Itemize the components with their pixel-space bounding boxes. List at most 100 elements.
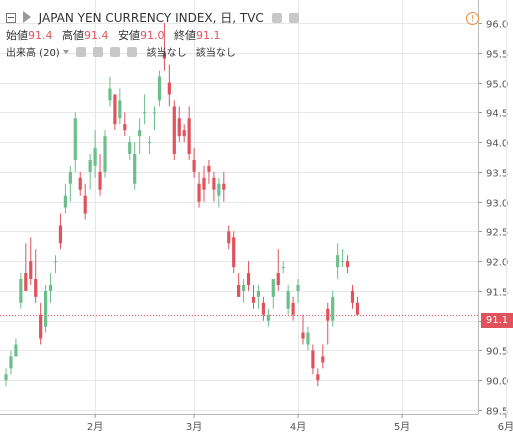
y-tick-label: 89.5 — [486, 407, 508, 418]
candle-body — [227, 231, 231, 244]
candle-body — [271, 279, 275, 297]
candle-body — [326, 308, 330, 321]
candle-body — [232, 237, 236, 268]
candle-body — [88, 159, 92, 172]
close-value: 91.1 — [196, 29, 221, 42]
candle-body — [162, 52, 166, 59]
ohlc-legend: 始値91.4 高値91.4 安値91.0 終値91.1 — [6, 27, 227, 43]
open-label: 始値 — [6, 29, 28, 42]
candle-body — [172, 106, 176, 154]
collapse-legend-button[interactable] — [6, 13, 16, 23]
candle-body — [9, 356, 13, 369]
candle-body — [212, 177, 216, 190]
close-icon[interactable] — [127, 47, 138, 57]
candle-body — [93, 148, 97, 166]
candle-body — [44, 290, 48, 327]
candle-body — [256, 290, 261, 297]
candle-body — [187, 118, 191, 154]
eye-icon[interactable] — [271, 13, 282, 23]
candle-body — [58, 225, 63, 244]
x-tick-label: 2月 — [87, 421, 103, 433]
high-value: 91.4 — [84, 29, 109, 42]
candle-body — [118, 100, 122, 119]
candle-body — [281, 267, 285, 269]
candle-body — [217, 183, 221, 196]
flag-icon[interactable] — [22, 11, 31, 23]
candle-body — [355, 302, 360, 315]
candle-body — [286, 290, 290, 309]
high-label: 高値 — [62, 29, 84, 42]
candle-body — [242, 284, 246, 291]
settings-icon[interactable] — [93, 47, 104, 57]
candle-body — [291, 302, 295, 315]
volume-value-2: 該当なし — [195, 48, 236, 59]
candle-body — [311, 350, 315, 369]
low-label: 安値 — [118, 29, 140, 42]
candle-body — [34, 279, 38, 297]
candle-body — [29, 261, 33, 280]
candle-body — [301, 332, 305, 339]
volume-dropdown-icon[interactable] — [62, 50, 69, 54]
candle-body — [143, 112, 147, 114]
add-icon[interactable] — [110, 47, 121, 57]
candle-body — [276, 273, 280, 285]
candle-body — [341, 261, 345, 263]
x-tick-label: 3月 — [186, 421, 202, 433]
symbol-title: JAPAN YEN CURRENCY INDEX, 日, TVC — [38, 11, 264, 25]
legend-title-row: JAPAN YEN CURRENCY INDEX, 日, TVC — [6, 9, 300, 26]
y-tick-label: 92.0 — [486, 258, 508, 269]
candle-body — [182, 130, 186, 137]
candle-body — [336, 255, 340, 268]
settings-icon[interactable] — [289, 13, 300, 23]
candle-body — [222, 183, 226, 190]
last-price-badge: 91.1 — [481, 313, 513, 328]
candle-body — [14, 344, 18, 357]
candle-body — [202, 177, 206, 190]
candle-body — [261, 302, 265, 315]
candle-body — [321, 356, 325, 363]
candle-body — [73, 118, 77, 160]
x-tick-label: 6月 — [498, 421, 513, 433]
volume-label: 出来高 (20) — [6, 48, 60, 59]
candle-body — [128, 142, 132, 154]
eye-icon[interactable] — [75, 47, 86, 57]
y-tick-label: 91.5 — [486, 288, 508, 299]
candle-body — [4, 374, 8, 381]
volume-value-1: 該当なし — [146, 48, 187, 59]
candle-body — [63, 195, 67, 208]
candle-body — [167, 82, 171, 95]
y-tick-label: 94.0 — [486, 139, 508, 150]
candle-body — [345, 261, 350, 268]
candle-body — [113, 94, 117, 125]
x-tick-label: 5月 — [394, 421, 410, 433]
candle-body — [192, 159, 196, 172]
candle-body — [237, 284, 241, 297]
candle-body — [108, 88, 112, 101]
candle-body — [24, 273, 28, 291]
candle-body — [177, 118, 181, 137]
candle-body — [207, 165, 211, 172]
alert-icon[interactable]: ! — [466, 12, 479, 25]
candle-body — [316, 374, 320, 381]
y-tick-label: 95.5 — [486, 50, 508, 61]
low-value: 91.0 — [140, 29, 165, 42]
candle-body — [103, 136, 107, 172]
y-tick-label: 93.5 — [486, 169, 508, 180]
volume-legend: 出来高 (20) 該当なし 該当なし — [6, 44, 236, 59]
candle-body — [246, 273, 251, 285]
candle-body — [147, 142, 152, 144]
candle-body — [83, 195, 87, 214]
candle-body — [39, 314, 43, 339]
candle-body — [138, 130, 142, 137]
candle-body — [123, 124, 127, 131]
close-label: 終値 — [174, 29, 196, 42]
candle-body — [296, 284, 300, 291]
candle-body — [53, 261, 58, 263]
open-value: 91.4 — [28, 29, 53, 42]
y-tick-label: 95.0 — [486, 80, 508, 91]
candle-body — [331, 296, 335, 321]
y-tick-label: 90.0 — [486, 377, 508, 388]
candle-body — [19, 279, 23, 303]
